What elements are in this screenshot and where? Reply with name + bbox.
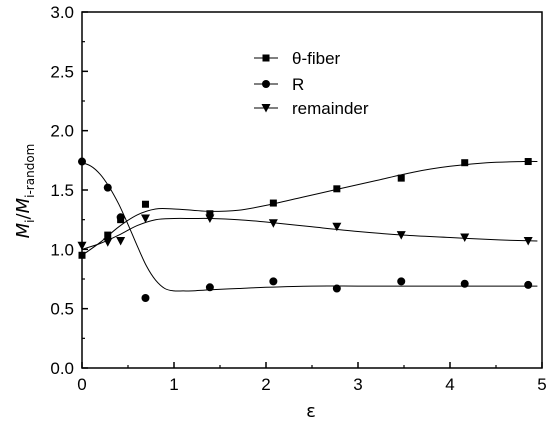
point-triangle-down <box>116 237 126 246</box>
data-markers <box>77 157 533 302</box>
point-triangle-down <box>77 241 87 251</box>
point-circle <box>141 293 150 302</box>
point-circle <box>205 283 214 292</box>
legend-label: remainder <box>292 99 369 118</box>
point-triangle-down <box>460 233 470 242</box>
x-tick-label: 0 <box>77 375 86 394</box>
x-tick-label: 3 <box>353 375 362 394</box>
legend-marker-circle <box>262 80 270 88</box>
x-tick-label: 1 <box>169 375 178 394</box>
point-triangle-down <box>140 214 150 223</box>
point-circle <box>78 157 86 166</box>
legend-label: θ-fiber <box>292 49 341 68</box>
x-axis: 0 1 2 3 4 5 <box>77 362 547 394</box>
point-triangle-down <box>205 214 215 223</box>
point-circle <box>103 183 112 192</box>
point-circle <box>116 213 125 222</box>
legend-marker-triangle-down <box>261 104 271 113</box>
fit-curves <box>81 160 538 292</box>
y-tick-label: 0.0 <box>50 359 74 378</box>
y-tick-label: 0.5 <box>50 300 74 319</box>
x-tick-label: 4 <box>445 375 454 394</box>
fit-line-square <box>81 160 538 256</box>
point-triangle-down <box>268 219 278 228</box>
y-axis-title: Mi/Mi-random <box>13 144 37 239</box>
y-axis: 0.0 0.5 1.0 1.5 2.0 2.5 3.0 <box>50 3 88 378</box>
point-triangle-down <box>396 231 406 240</box>
point-square <box>269 199 277 207</box>
point-triangle-down <box>103 238 113 247</box>
point-circle <box>460 279 469 288</box>
point-circle <box>397 277 406 286</box>
x-tick-label: 5 <box>537 375 546 394</box>
point-square <box>461 159 469 167</box>
point-square <box>78 251 86 259</box>
y-tick-label: 2.0 <box>50 122 74 141</box>
y-tick-label: 2.5 <box>50 62 74 81</box>
point-square <box>206 210 214 218</box>
point-triangle-down <box>523 237 533 246</box>
point-square <box>397 174 405 182</box>
point-square <box>333 185 341 193</box>
y-tick-label: 3.0 <box>50 3 74 22</box>
y-tick-label: 1.0 <box>50 240 74 259</box>
y-tick-label: 1.5 <box>50 181 74 200</box>
point-square <box>104 231 112 239</box>
fit-line-triangle-down <box>81 217 538 250</box>
legend-marker-square <box>262 54 270 62</box>
x-axis-title: ε <box>306 401 316 422</box>
point-circle <box>269 277 278 286</box>
point-circle <box>524 280 533 289</box>
point-square <box>141 200 149 208</box>
point-square <box>524 158 532 166</box>
legend-label: R <box>292 75 304 94</box>
point-triangle-down <box>332 222 342 232</box>
point-circle <box>332 284 341 293</box>
fit-line-circle <box>81 162 538 292</box>
x-tick-label: 2 <box>261 375 270 394</box>
